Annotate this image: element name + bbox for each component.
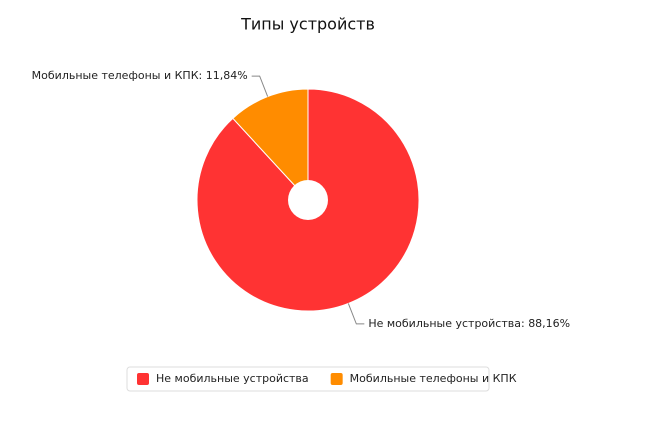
data-label: Мобильные телефоны и КПК: 11,84% [32, 69, 248, 82]
leader-line [251, 75, 269, 97]
legend-swatch [137, 373, 149, 385]
pie-slice [232, 88, 309, 202]
legend-box [126, 366, 490, 392]
legend-swatch [330, 373, 343, 385]
legend-label: Не мобильные устройства [156, 372, 309, 385]
pie-hole [288, 180, 328, 220]
data-label: Не мобильные устройства: 88,16% [368, 317, 570, 330]
leader-line [347, 303, 365, 325]
legend-label: Мобильные телефоны и КПК [350, 372, 517, 385]
chart-title: Типы устройств [240, 15, 375, 34]
